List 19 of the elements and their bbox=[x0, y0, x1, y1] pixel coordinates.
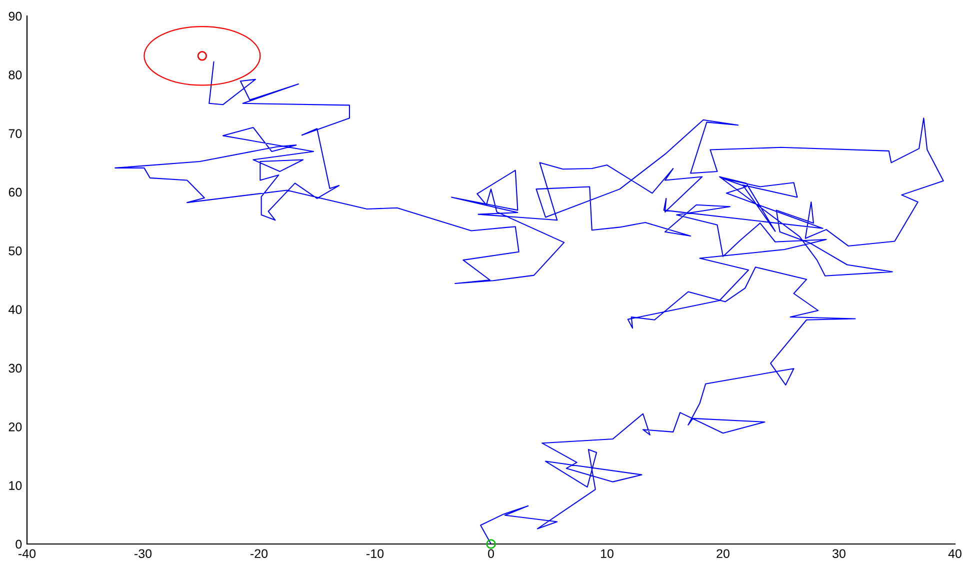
x-tick-label: 10 bbox=[601, 549, 614, 558]
x-tick-label: 30 bbox=[832, 549, 846, 558]
y-tick-label: 80 bbox=[8, 70, 22, 80]
y-tick-label: 60 bbox=[8, 188, 22, 197]
x-tick-label: -30 bbox=[134, 549, 152, 558]
x-tick-label: -20 bbox=[250, 549, 268, 558]
y-tick-label: 90 bbox=[8, 12, 22, 21]
y-tick-label: 10 bbox=[9, 481, 22, 490]
y-tick-label: 0 bbox=[16, 540, 22, 549]
x-tick-label: -10 bbox=[366, 549, 384, 558]
y-tick-label: 50 bbox=[8, 246, 22, 256]
x-tick-label: 0 bbox=[488, 549, 494, 558]
y-tick-label: 20 bbox=[8, 422, 22, 432]
y-tick-label: 30 bbox=[8, 364, 22, 373]
x-tick-label: 20 bbox=[716, 549, 730, 558]
x-tick-label: -40 bbox=[18, 549, 36, 558]
x-tick-label: 40 bbox=[948, 549, 962, 558]
y-tick-label: 40 bbox=[8, 305, 22, 314]
y-tick-label: 70 bbox=[8, 129, 22, 138]
